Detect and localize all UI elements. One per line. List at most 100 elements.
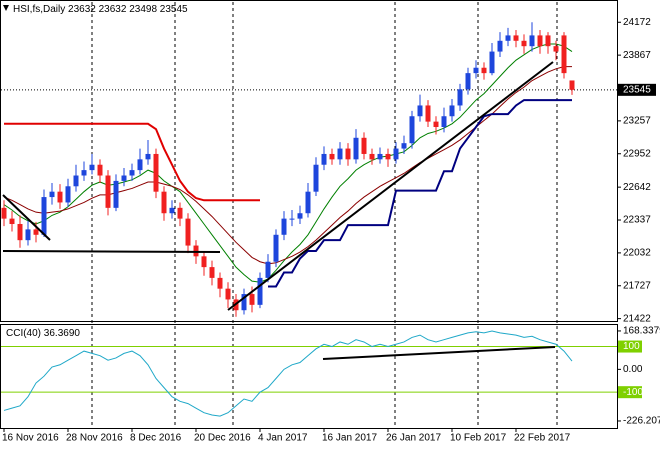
candle-body [225, 288, 231, 300]
candle-body [401, 143, 407, 149]
x-tick-label: 4 Jan 2017 [258, 433, 308, 444]
candle-body [393, 148, 399, 160]
candle-body [481, 67, 487, 74]
candle-body [113, 180, 119, 208]
candle-body [169, 207, 175, 214]
y-tick-label: 21727 [623, 280, 651, 291]
close-value: 23545 [160, 4, 188, 15]
level-label: -100 [623, 387, 643, 398]
candle-body [217, 277, 223, 289]
candle-body [537, 35, 543, 47]
candle-body [161, 191, 167, 214]
trend-line [227, 61, 554, 311]
candle-body [65, 186, 71, 203]
candle-body [121, 175, 127, 181]
menu-icon [3, 5, 9, 11]
x-tick-label: 22 Feb 2017 [514, 433, 571, 444]
price-label-box [618, 83, 656, 96]
y-tick-label: 22642 [623, 182, 651, 193]
candle-body [41, 197, 47, 235]
candle-body [313, 164, 319, 192]
candle-body [321, 153, 327, 165]
candle-body [273, 234, 279, 262]
trend-lines [2, 61, 556, 360]
candle-body [25, 229, 31, 241]
candle-body [497, 40, 503, 52]
trend-line [322, 346, 556, 360]
indicator-title: CCI(40) [6, 328, 41, 339]
y-tick-label: 0.00 [623, 364, 643, 375]
candle-body [49, 191, 55, 198]
candle-body [145, 153, 151, 160]
x-tick-label: 10 Feb 2017 [450, 433, 507, 444]
y-tick-label: 22032 [623, 248, 651, 259]
candle-body [241, 294, 247, 311]
indicator-frame [0, 324, 618, 429]
candle-body [289, 218, 295, 220]
candle-body [249, 294, 255, 305]
chart-header: HSI,fs,Daily 23632 23632 23498 23545 [13, 4, 188, 15]
candle-body [449, 105, 455, 117]
under-layer [1, 2, 617, 428]
y-tick-label: 24172 [623, 17, 651, 28]
candle-body [57, 191, 63, 203]
candle-body [529, 35, 535, 47]
candle-body [465, 73, 471, 90]
candle-body [97, 164, 103, 176]
indicator-header: CCI(40) 36.3690 [6, 328, 80, 339]
candle-body [153, 153, 159, 192]
candle-body [369, 153, 375, 160]
candle-body [417, 105, 423, 117]
level-label: 100 [623, 341, 640, 352]
trend-line [2, 250, 221, 253]
x-tick-label: 26 Jan 2017 [386, 433, 441, 444]
y-tick-label: -226.207 [623, 416, 660, 427]
candle-body [505, 35, 511, 41]
candle-body [129, 170, 135, 176]
candle-body [73, 175, 79, 187]
low-value: 23498 [129, 4, 157, 15]
x-tick-label: 28 Nov 2016 [66, 433, 123, 444]
indicator-line [3, 330, 573, 417]
candle-body [209, 267, 215, 278]
y-tick-label: 168.3379 [623, 326, 660, 337]
x-tick-label: 8 Dec 2016 [130, 433, 182, 444]
candle-body [185, 218, 191, 246]
candle-body [489, 51, 495, 74]
high-value: 23632 [99, 4, 127, 15]
candle-body [9, 218, 15, 225]
indicator-last: 36.3690 [44, 328, 81, 339]
level-label-box [618, 340, 642, 353]
x-tick-label: 16 Jan 2017 [322, 433, 377, 444]
candle-body [545, 35, 551, 47]
candle-body [433, 121, 439, 128]
overlay-line [3, 43, 573, 283]
candle-body [361, 137, 367, 154]
candle-body [265, 261, 271, 278]
candle-body [89, 164, 95, 171]
candle-body [137, 159, 143, 171]
candle-body [377, 153, 383, 160]
separators [91, 2, 558, 428]
candle-body [569, 80, 575, 90]
candle-body [1, 207, 7, 219]
candle-body [441, 116, 447, 128]
candle-body [81, 170, 87, 176]
x-tick-label: 16 Nov 2016 [2, 433, 59, 444]
price-label: 23545 [623, 84, 651, 95]
candle-body [425, 105, 431, 122]
candle-body [385, 153, 391, 160]
candle-body [281, 218, 287, 235]
y-tick-label: 22337 [623, 215, 651, 226]
candle-body [553, 46, 559, 52]
candle-body [337, 148, 343, 160]
candle-body [297, 213, 303, 219]
candle-body [33, 229, 39, 235]
candle-body [105, 175, 111, 208]
level-label-box [618, 386, 642, 399]
candle-body [345, 148, 351, 160]
open-value: 23632 [68, 4, 96, 15]
candle-body [329, 153, 335, 160]
trend-line [2, 194, 51, 241]
